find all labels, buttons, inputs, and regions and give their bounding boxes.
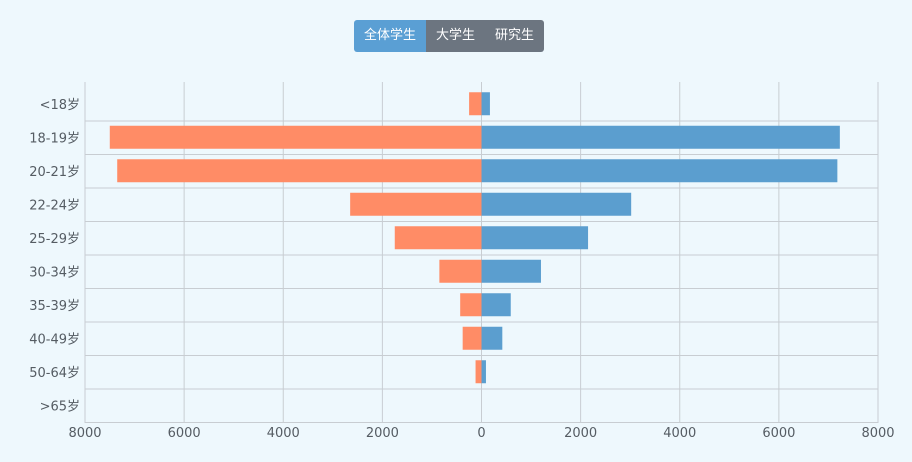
x-tick-label: 4000 [663, 426, 696, 441]
x-tick-label: 2000 [564, 426, 597, 441]
y-tick-label: 20-21岁 [29, 165, 80, 180]
bar-left-8 [475, 360, 482, 384]
bar-right-6 [481, 293, 511, 317]
bar-left-0 [469, 92, 482, 116]
bar-right-2 [481, 159, 838, 183]
bar-right-1 [481, 125, 840, 149]
x-tick-label: 2000 [366, 426, 399, 441]
bar-left-6 [460, 293, 482, 317]
x-tick-label: 6000 [762, 426, 795, 441]
bar-left-3 [350, 192, 482, 216]
y-tick-label: <18岁 [40, 98, 80, 113]
y-tick-label: 40-49岁 [29, 332, 80, 347]
y-tick-label: 25-29岁 [29, 232, 80, 247]
y-tick-label: >65岁 [40, 399, 80, 414]
tab-graduate[interactable]: 研究生 [485, 20, 545, 52]
tab-all-students[interactable]: 全体学生 [354, 20, 427, 52]
bar-right-0 [481, 92, 490, 116]
x-tick-label: 4000 [267, 426, 300, 441]
bar-right-7 [481, 326, 503, 350]
y-tick-label: 22-24岁 [29, 198, 80, 213]
y-tick-label: 30-34岁 [29, 265, 80, 280]
bar-left-2 [117, 159, 482, 183]
x-tick-label: 8000 [861, 426, 894, 441]
bar-right-8 [481, 360, 486, 384]
bar-right-5 [481, 259, 541, 283]
bar-right-4 [481, 226, 589, 250]
x-tick-label: 8000 [68, 426, 101, 441]
tab-undergraduate[interactable]: 大学生 [426, 20, 486, 52]
student-type-filter: 全体学生 大学生 研究生 [354, 20, 545, 52]
x-tick-label: 0 [477, 426, 485, 441]
bar-right-3 [481, 192, 632, 216]
y-tick-label: 18-19岁 [29, 131, 80, 146]
bar-left-5 [439, 259, 482, 283]
y-tick-label: 35-39岁 [29, 299, 80, 314]
y-tick-label: 50-64岁 [29, 366, 80, 381]
bar-left-4 [394, 226, 482, 250]
bar-left-7 [462, 326, 482, 350]
bar-left-1 [109, 125, 482, 149]
x-tick-label: 6000 [168, 426, 201, 441]
